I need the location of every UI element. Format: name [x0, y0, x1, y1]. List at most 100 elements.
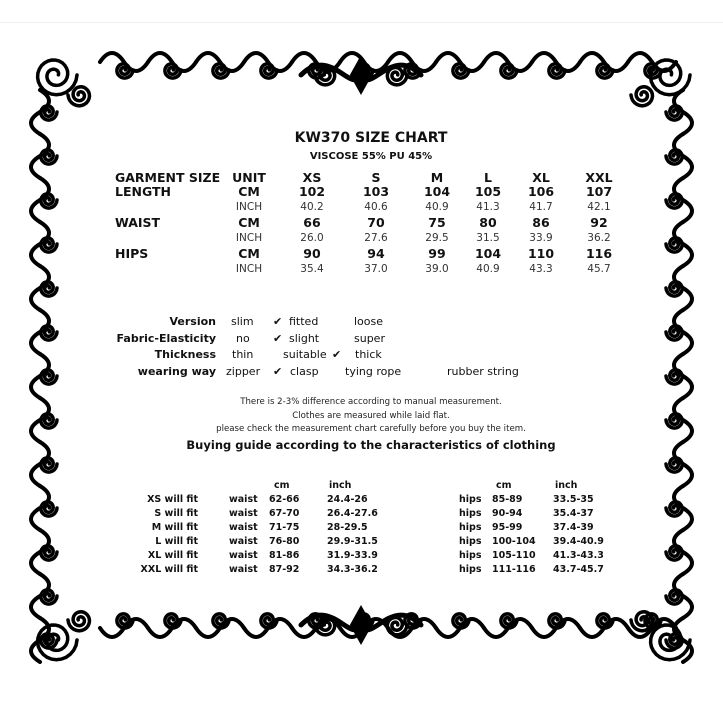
ornament-scroll: [385, 615, 409, 637]
option-fitted: fitted: [289, 315, 319, 328]
ornament-scroll: [451, 62, 471, 80]
inch-value: 37.0: [364, 263, 388, 275]
top-divider: [0, 22, 723, 23]
inch-value: 41.3: [476, 201, 500, 213]
ornament-scroll: [35, 623, 79, 662]
hips-cm: 100-104: [492, 536, 536, 547]
cm-value: 110: [527, 246, 555, 261]
hips-label: hips: [459, 550, 482, 561]
ornament-scroll: [664, 456, 684, 474]
ornament-scroll: [39, 456, 59, 474]
waist-label: waist: [229, 508, 258, 519]
waist-label: waist: [229, 494, 258, 505]
cm-value: 116: [585, 246, 613, 261]
fit-label: XS will fit: [147, 494, 198, 505]
ornament-scroll: [664, 544, 684, 562]
ornament-scroll: [648, 58, 692, 97]
unit-inch: INCH: [235, 232, 263, 244]
hips-cm: 95-99: [492, 522, 523, 533]
ornament-scroll: [664, 148, 684, 166]
header-s: S: [371, 170, 381, 185]
hips-inch: 39.4-40.9: [553, 536, 604, 547]
cm-value: 103: [362, 184, 390, 199]
ornament-scroll: [39, 324, 59, 342]
ornament-scroll: [211, 612, 231, 630]
hips-cm: 111-116: [492, 564, 536, 575]
ornament-scroll: [39, 544, 59, 562]
ornament-scroll: [194, 51, 246, 73]
ornament-scroll: [349, 54, 373, 96]
hips-inch: 37.4-39: [553, 522, 594, 533]
ornament-scroll: [66, 610, 92, 633]
hips-inch: 35.4-37: [553, 508, 594, 519]
inch-value: 45.7: [587, 263, 611, 275]
cm-value: 104: [423, 184, 451, 199]
fit-label: S will fit: [154, 508, 198, 519]
ornament-scroll: [595, 612, 615, 630]
material-label: VISCOSE 55% PU 45%: [309, 151, 433, 162]
ornament-scroll: [482, 51, 534, 73]
option-no: no: [236, 331, 250, 345]
ornament-scroll: [39, 588, 59, 606]
characteristic-label: Version: [169, 315, 216, 328]
ornament-scroll: [547, 612, 567, 630]
cm-value: 66: [303, 215, 321, 230]
cm-value: 90: [303, 246, 321, 261]
ornament-scroll: [259, 62, 279, 80]
ornament-scroll: [451, 612, 471, 630]
header-xl: XL: [532, 170, 550, 185]
ornament-scroll: [39, 192, 59, 210]
note-line: Clothes are measured while laid flat.: [292, 410, 450, 421]
inch-value: 40.2: [300, 201, 324, 213]
waist-label: waist: [229, 550, 258, 561]
cm-value: 104: [474, 246, 502, 261]
ornament-scroll: [98, 51, 150, 73]
characteristic-label: wearing way: [137, 364, 216, 378]
option-thick: thick: [355, 348, 382, 361]
ornament-scroll: [242, 51, 294, 73]
unit-inch: INCH: [235, 263, 263, 275]
ornament-scroll: [664, 280, 684, 298]
inch-value: 27.6: [364, 232, 388, 244]
ornament-scroll: [39, 500, 59, 518]
fit-label: XXL will fit: [140, 564, 198, 575]
ornament-scroll: [39, 280, 59, 298]
hips-cm: 90-94: [492, 508, 523, 519]
option-rubber-string: rubber string: [447, 364, 519, 378]
cm-value: 86: [532, 215, 550, 230]
ornament-scroll: [259, 612, 279, 630]
inch-value: 40.9: [476, 263, 500, 275]
ornament-scroll: [643, 62, 663, 80]
inch-value: 40.6: [364, 201, 388, 213]
checkmark-icon: ✔: [273, 364, 283, 378]
ornament-scroll: [39, 236, 59, 254]
waist-cm: 87-92: [269, 564, 300, 575]
inch-value: 39.0: [425, 263, 449, 275]
waist-inch: 34.3-36.2: [327, 564, 378, 575]
waist-label: waist: [229, 564, 258, 575]
row-label: WAIST: [115, 215, 161, 230]
fit-label: L will fit: [155, 536, 198, 547]
ornament-scroll: [499, 612, 519, 630]
ornament-scroll: [434, 51, 486, 73]
ornament-scroll: [629, 610, 655, 633]
ornament-scroll: [499, 62, 519, 80]
ornament-scroll: [664, 236, 684, 254]
fit-label: XL will fit: [147, 550, 198, 561]
header-garment-size: GARMENT SIZE: [115, 170, 221, 185]
option-super: super: [354, 331, 385, 345]
ornament-scroll: [35, 58, 79, 97]
inch-value: 33.9: [529, 232, 553, 244]
inch-value: 35.4: [300, 263, 324, 275]
ornament-scroll: [664, 192, 684, 210]
cm-value: 94: [367, 246, 385, 261]
cm-value: 75: [428, 215, 446, 230]
cm-value: 80: [479, 215, 497, 230]
ornament-scroll: [66, 85, 92, 108]
ornament-scroll: [146, 51, 198, 73]
inch-value: 36.2: [587, 232, 611, 244]
option-clasp: clasp: [290, 364, 319, 378]
note-line: There is 2-3% difference according to ma…: [240, 397, 502, 407]
hips-inch: 43.7-45.7: [553, 564, 604, 575]
ornament-scroll: [664, 500, 684, 518]
